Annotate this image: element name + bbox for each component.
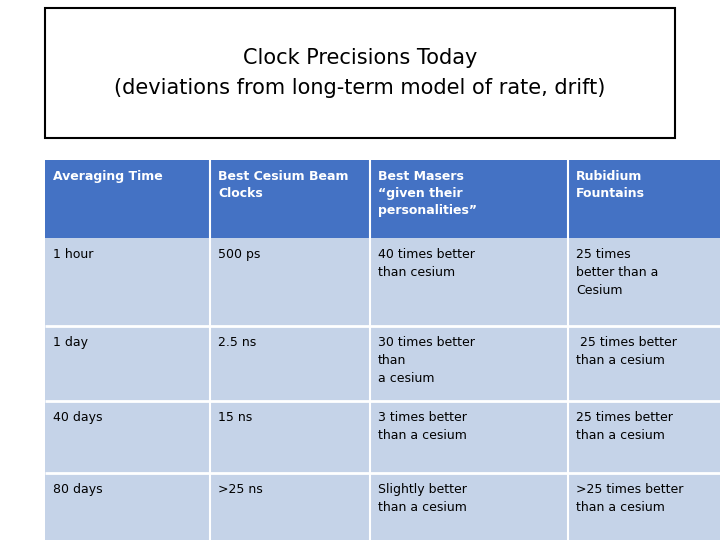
Text: Slightly better
than a cesium: Slightly better than a cesium — [378, 483, 467, 514]
Bar — [45, 8, 675, 138]
Text: 3 times better
than a cesium: 3 times better than a cesium — [378, 411, 467, 442]
Text: 80 days: 80 days — [53, 483, 103, 496]
Text: >25 times better
than a cesium: >25 times better than a cesium — [576, 483, 683, 514]
Text: 25 times better
than a cesium: 25 times better than a cesium — [576, 411, 673, 442]
Bar — [45, 401, 210, 473]
Bar — [45, 326, 210, 401]
Bar — [568, 401, 720, 473]
Bar — [45, 473, 210, 540]
Bar — [210, 326, 370, 401]
Bar — [568, 326, 720, 401]
Bar — [45, 160, 210, 238]
Bar — [370, 160, 568, 238]
Bar — [210, 473, 370, 540]
Text: 40 times better
than cesium: 40 times better than cesium — [378, 248, 475, 279]
Text: 30 times better
than
a cesium: 30 times better than a cesium — [378, 336, 475, 385]
Text: >25 ns: >25 ns — [218, 483, 263, 496]
Text: Clock Precisions Today
(deviations from long-term model of rate, drift): Clock Precisions Today (deviations from … — [114, 48, 606, 98]
Text: 40 days: 40 days — [53, 411, 102, 424]
Bar — [568, 238, 720, 326]
Text: Best Masers
“given their
personalities”: Best Masers “given their personalities” — [378, 170, 477, 217]
Text: 1 day: 1 day — [53, 336, 88, 349]
Text: 15 ns: 15 ns — [218, 411, 252, 424]
Bar — [370, 401, 568, 473]
Text: Rubidium
Fountains: Rubidium Fountains — [576, 170, 645, 200]
Bar — [210, 401, 370, 473]
Bar — [370, 473, 568, 540]
Text: Best Cesium Beam
Clocks: Best Cesium Beam Clocks — [218, 170, 348, 200]
Bar — [568, 160, 720, 238]
Text: Averaging Time: Averaging Time — [53, 170, 163, 183]
Text: 1 hour: 1 hour — [53, 248, 94, 261]
Text: 500 ps: 500 ps — [218, 248, 261, 261]
Bar — [210, 238, 370, 326]
Bar — [370, 326, 568, 401]
Bar — [370, 238, 568, 326]
Text: 25 times better
than a cesium: 25 times better than a cesium — [576, 336, 677, 367]
Text: 2.5 ns: 2.5 ns — [218, 336, 256, 349]
Text: 25 times
better than a
Cesium: 25 times better than a Cesium — [576, 248, 658, 297]
Bar — [568, 473, 720, 540]
Bar — [45, 238, 210, 326]
Bar — [210, 160, 370, 238]
